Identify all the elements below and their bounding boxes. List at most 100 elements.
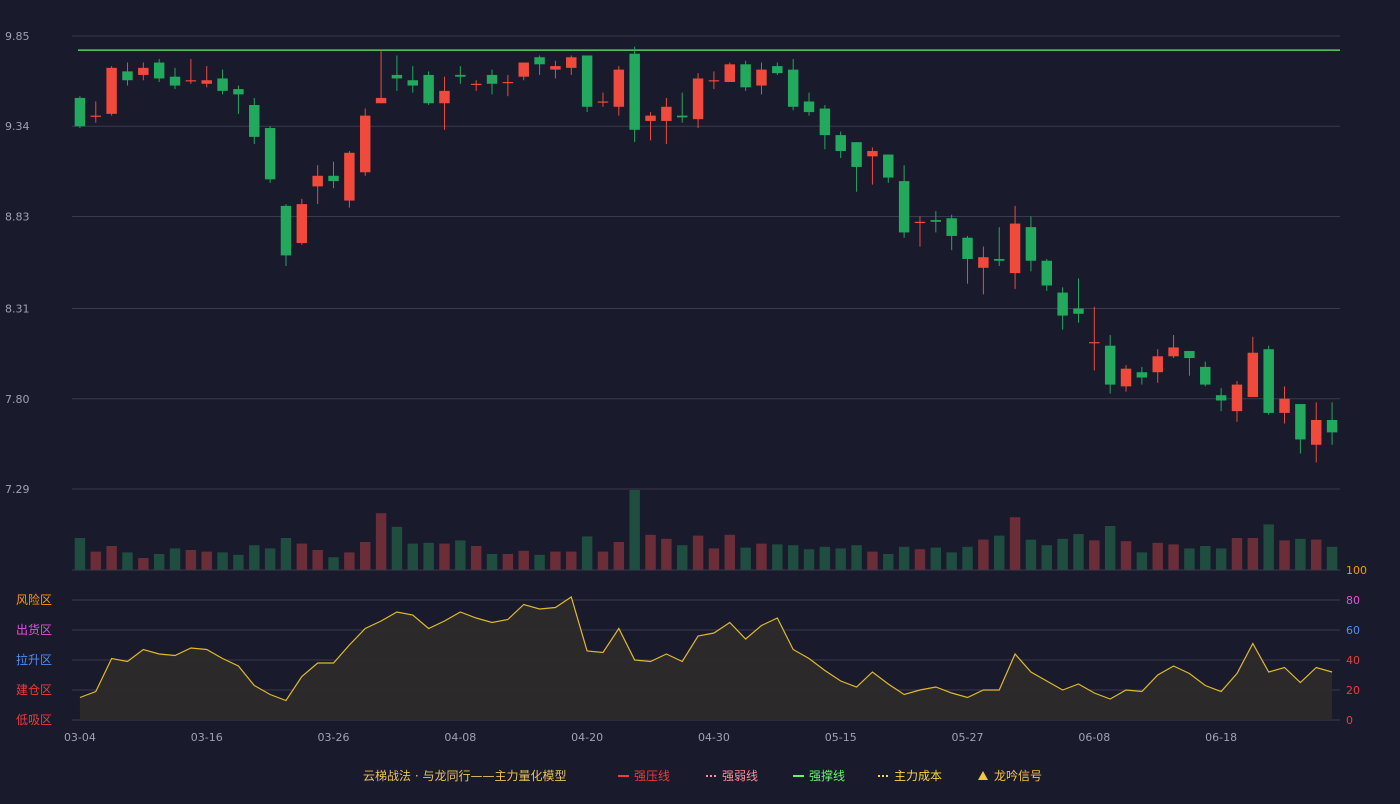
volume-bar [1310,539,1322,570]
candle-body [1025,227,1037,261]
volume-bar [407,543,419,570]
volume-bar [787,545,799,570]
volume-bar [1326,546,1338,570]
candle-body [724,64,736,83]
volume-bar [1089,540,1100,570]
candle-body [772,66,783,74]
indicator-tick-label: 60 [1346,624,1360,637]
candle-body [1089,342,1100,344]
price-tick-label: 9.34 [5,120,30,133]
candle-body [1057,292,1068,316]
volume-bar [724,534,736,570]
indicator-tick-label: 0 [1346,714,1353,727]
candle-body [978,257,989,268]
legend-title: 云梯战法 · 与龙同行——主力量化模型 [363,769,566,783]
volume-bar [296,543,308,570]
volume-bar [550,551,561,570]
price-tick-label: 9.85 [5,30,30,43]
candle-body [264,128,276,180]
candle-body [819,108,831,136]
candle-body [201,80,212,84]
candle-body [296,204,308,244]
volume-bar [74,538,86,570]
volume-bar [1057,538,1068,570]
price-tick-label: 7.80 [5,393,30,406]
volume-bar [1136,552,1148,570]
volume-bar [661,538,672,570]
volume-bar [423,542,434,570]
candle-body [1168,347,1179,357]
candle-body [946,218,957,236]
volume-bar [328,557,339,570]
volume-bar [867,551,878,570]
volume-bar [249,545,260,570]
volume-bar [201,551,212,570]
volume-bar [534,554,545,570]
candle-body [1136,372,1148,378]
candle-body [185,80,197,82]
volume-bar [898,546,910,570]
volume-bar [930,547,942,570]
legend-item-label: 强撑线 [809,768,845,783]
candle-body [661,106,672,121]
volume-bar [740,547,751,570]
volume-bar [90,551,102,570]
x-tick-label: 05-27 [952,731,984,744]
volume-bar [851,545,862,570]
candle-body [914,221,926,224]
legend-marker-triangle [978,771,988,780]
x-tick-label: 06-08 [1078,731,1110,744]
volume-bar [597,551,609,570]
candle-body [597,101,609,103]
candle-body [423,74,434,104]
indicator-line [79,596,1333,702]
volume-bar [486,554,498,570]
candle-body [756,69,767,86]
zone-label: 低吸区 [16,713,52,727]
volume-bar [185,550,197,570]
x-tick-label: 03-16 [191,731,223,744]
volume-bar [946,552,957,570]
volume-bar [359,542,371,570]
candle-body [217,78,228,91]
price-tick-label: 8.83 [5,210,30,223]
candle-body [391,74,403,79]
candle-body [470,83,482,85]
candle-body [803,101,815,113]
candle-body [962,237,973,259]
x-tick-label: 05-15 [825,731,857,744]
candle-body [280,205,292,256]
volume-bar [106,546,117,570]
candle-body [90,115,102,117]
candle-body [867,151,878,157]
volume-bar [1073,534,1084,570]
legend-item-label: 龙吟信号 [994,768,1042,783]
zone-label: 建仓区 [16,683,52,697]
volume-bar [629,490,640,570]
candle-body [1310,419,1322,445]
candle-body [993,258,1005,261]
volume-bar [153,554,165,570]
volume-bar [391,526,403,570]
candle-body [629,53,640,130]
volume-bar [518,550,529,570]
candle-body [106,67,117,114]
candle-body [835,135,846,152]
candle-body [883,154,894,178]
indicator-tick-label: 80 [1346,594,1360,607]
candle-body [1120,368,1132,387]
volume-bar [439,543,450,570]
volume-bar [1215,548,1227,570]
volume-bar [1184,548,1195,570]
candle-body [74,97,86,127]
candle-body [455,74,466,77]
volume-bar [1104,526,1116,570]
volume-bar [883,554,894,570]
volume-bar [233,554,244,570]
candle-body [375,97,387,104]
zone-label: 风险区 [16,592,52,607]
x-tick-label: 03-04 [64,731,96,744]
candle-body [1184,350,1195,359]
